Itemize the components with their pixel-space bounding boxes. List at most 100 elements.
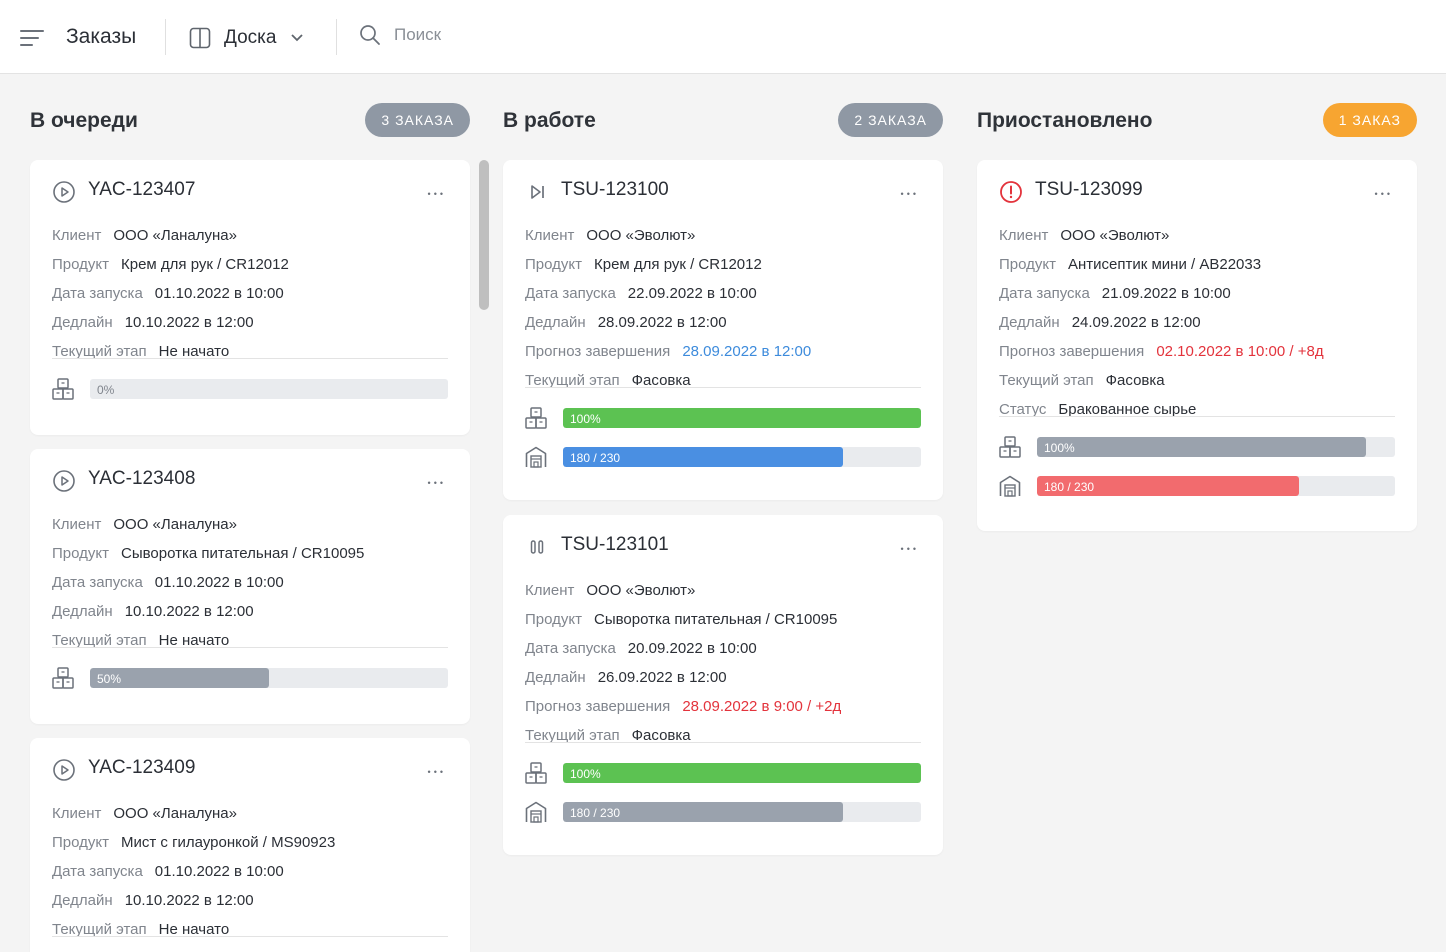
field-label: Дата запуска [52, 863, 143, 880]
progress-fill [563, 763, 921, 783]
card-field: Прогноз завершения 28.09.2022 в 9:00 / +2… [525, 698, 841, 715]
count-badge: 3 ЗАКАЗА [365, 103, 470, 137]
field-label: Клиент [999, 227, 1049, 244]
field-label: Продукт [52, 834, 109, 851]
field-value: 01.10.2022 в 10:00 [154, 285, 284, 302]
field-label: Прогноз завершения [525, 343, 671, 360]
card-field: Текущий этап Фасовка [525, 727, 691, 744]
chevron-down-icon [291, 34, 304, 42]
more-options-icon[interactable]: ••• [900, 544, 919, 554]
production-progress: 0% [52, 377, 448, 401]
order-id[interactable]: YAC-123409 [88, 757, 196, 778]
scrollbar-thumb[interactable] [479, 160, 489, 310]
card-field: Продукт Антисептик мини / AB22033 [999, 256, 1261, 273]
order-id[interactable]: TSU-123101 [561, 534, 669, 555]
more-options-icon[interactable]: ••• [427, 478, 446, 488]
progress-bar: 0% [90, 379, 448, 399]
card-field: Дедлайн 10.10.2022 в 12:00 [52, 314, 254, 331]
order-id[interactable]: YAC-123407 [88, 179, 196, 200]
count-badge: 2 ЗАКАЗА [838, 103, 943, 137]
view-selector-label: Доска [224, 27, 277, 48]
card-field: Прогноз завершения 28.09.2022 в 12:00 [525, 343, 811, 360]
order-card[interactable]: TSU-123100 ••• Клиент ООО «Эволют» Продукт Кр… [503, 160, 943, 500]
count-badge: 1 ЗАКАЗ [1322, 103, 1417, 137]
progress-bar: 180 / 230 [563, 802, 921, 822]
progress-fill [563, 408, 921, 428]
field-value: Не начато [158, 921, 230, 938]
search-box[interactable] [359, 24, 694, 46]
field-value: Мист с гилауронкой / MS90923 [121, 834, 336, 851]
field-label: Продукт [52, 256, 109, 273]
progress-label: 0% [97, 383, 115, 397]
progress-bar: 180 / 230 [1037, 476, 1395, 496]
order-card[interactable]: TSU-123101 ••• Клиент ООО «Эволют» Продукт Сы… [503, 515, 943, 855]
field-value: ООО «Эволют» [1060, 227, 1170, 244]
stock-progress: 180 / 230 [525, 800, 921, 824]
more-options-icon[interactable]: ••• [427, 767, 446, 777]
field-value: Сыворотка питательная / CR10095 [121, 545, 365, 562]
field-label: Клиент [525, 582, 575, 599]
card-field: Продукт Сыворотка питательная / CR10095 [52, 545, 364, 562]
field-value: 10.10.2022 в 12:00 [124, 892, 254, 909]
play-circle-icon [52, 758, 76, 782]
card-field: Дедлайн 10.10.2022 в 12:00 [52, 892, 254, 909]
progress-bar: 100% [1037, 437, 1395, 457]
search-icon [360, 25, 380, 45]
card-divider [52, 936, 448, 937]
card-field: Дата запуска 20.09.2022 в 10:00 [525, 640, 757, 657]
column-title: В очереди [30, 109, 138, 132]
menu-icon[interactable] [20, 27, 46, 49]
field-value: 28.09.2022 в 9:00 / +2д [682, 698, 842, 715]
card-field: Продукт Крем для рук / CR12012 [525, 256, 762, 273]
stock-progress: 180 / 230 [999, 474, 1395, 498]
field-label: Продукт [999, 256, 1056, 273]
progress-bar: 100% [563, 408, 921, 428]
card-field: Дедлайн 10.10.2022 в 12:00 [52, 603, 254, 620]
progress-fill [1037, 437, 1367, 457]
boxes-icon [52, 666, 74, 690]
production-progress: 50% [52, 666, 448, 690]
card-field: Клиент ООО «Ланалуна» [52, 227, 237, 244]
field-value: 26.09.2022 в 12:00 [597, 669, 727, 686]
order-card[interactable]: YAC-123409 ••• Клиент ООО «Ланалуна» Продукт… [30, 738, 470, 952]
more-options-icon[interactable]: ••• [1374, 189, 1393, 199]
field-label: Текущий этап [52, 921, 147, 938]
search-input[interactable] [394, 25, 694, 45]
field-value: 22.09.2022 в 10:00 [627, 285, 757, 302]
field-label: Продукт [52, 545, 109, 562]
field-label: Дата запуска [52, 285, 143, 302]
field-value: Антисептик мини / AB22033 [1068, 256, 1262, 273]
boxes-icon [999, 435, 1021, 459]
order-id[interactable]: TSU-123099 [1035, 179, 1143, 200]
field-label: Дедлайн [525, 669, 586, 686]
field-value: Крем для рук / CR12012 [121, 256, 289, 273]
order-id[interactable]: TSU-123100 [561, 179, 669, 200]
progress-fill [90, 668, 269, 688]
more-options-icon[interactable]: ••• [900, 189, 919, 199]
field-value: Фасовка [631, 727, 691, 744]
view-selector[interactable]: Доска [188, 24, 304, 52]
card-field: Продукт Сыворотка питательная / CR10095 [525, 611, 837, 628]
field-label: Дата запуска [999, 285, 1090, 302]
order-card[interactable]: YAC-123407 ••• Клиент ООО «Ланалуна» Продукт… [30, 160, 470, 435]
column-header: В работе 2 ЗАКАЗА [503, 103, 943, 137]
order-card[interactable]: YAC-123408 ••• Клиент ООО «Ланалуна» Продукт… [30, 449, 470, 724]
order-id[interactable]: YAC-123408 [88, 468, 196, 489]
field-label: Клиент [52, 805, 102, 822]
order-card[interactable]: TSU-123099 ••• Клиент ООО «Эволют» Продукт Ан… [977, 160, 1417, 531]
stock-progress: 180 / 230 [525, 445, 921, 469]
card-field: Текущий этап Не начато [52, 632, 229, 649]
column-title: В работе [503, 109, 596, 132]
field-label: Продукт [525, 256, 582, 273]
alert-circle-icon [999, 180, 1023, 204]
more-options-icon[interactable]: ••• [427, 189, 446, 199]
field-label: Дедлайн [52, 603, 113, 620]
card-field: Текущий этап Не начато [52, 921, 229, 938]
column-queued: В очереди 3 ЗАКАЗА YAC-123407 ••• Клиент ОО… [30, 74, 470, 952]
card-divider [52, 647, 448, 648]
board-view-icon [189, 27, 211, 49]
progress-label: 100% [1044, 441, 1075, 455]
field-value: Бракованное сырье [1058, 401, 1197, 418]
card-field: Продукт Мист с гилауронкой / MS90923 [52, 834, 335, 851]
field-value: ООО «Эволют» [586, 582, 696, 599]
